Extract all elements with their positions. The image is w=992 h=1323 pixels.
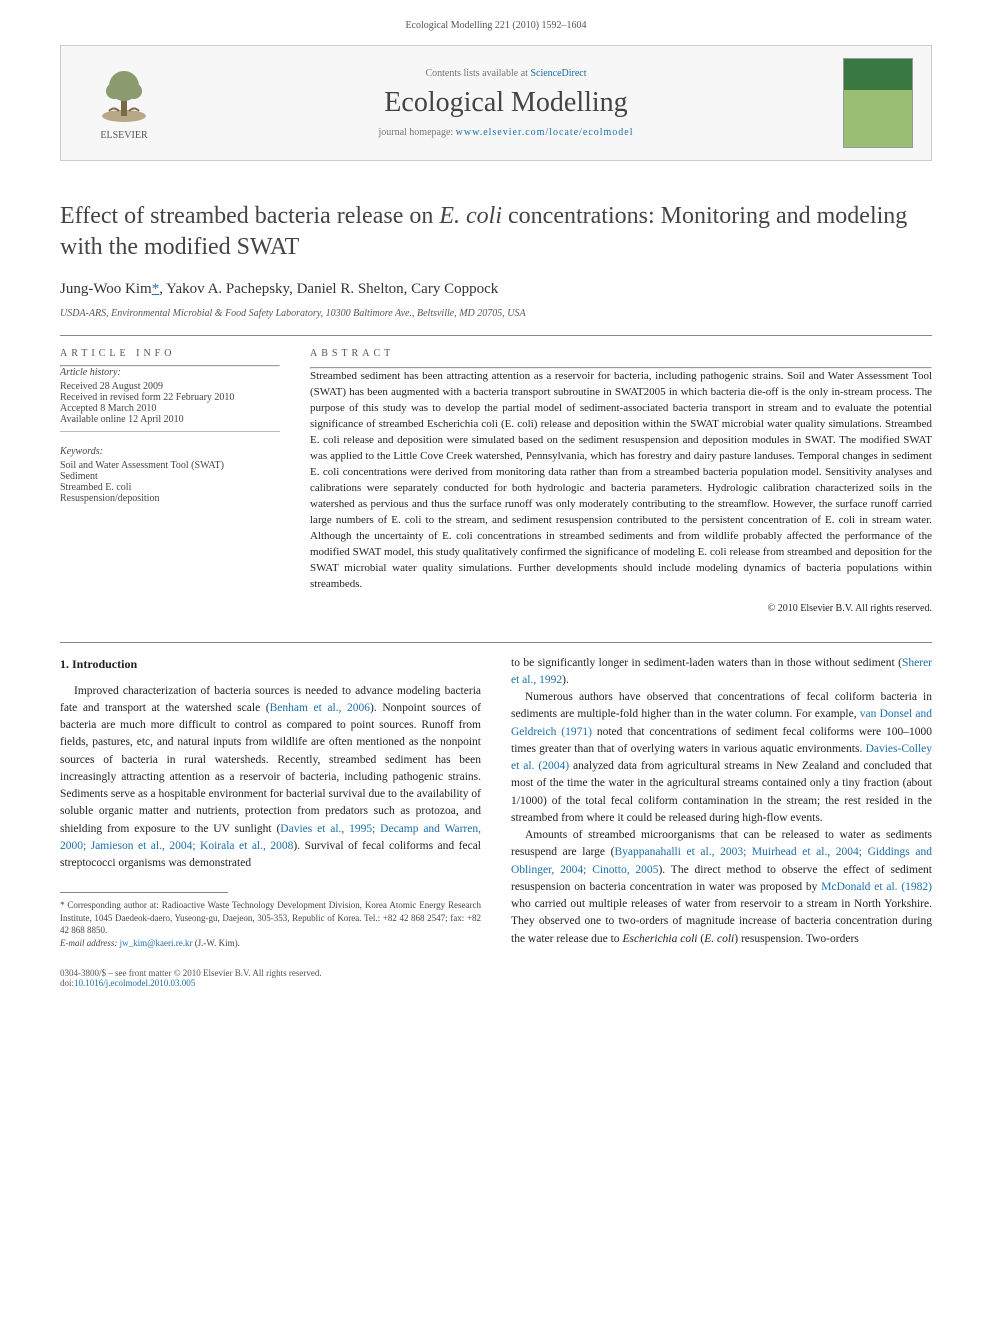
body-paragraph: Amounts of streambed microorganisms that… bbox=[511, 827, 932, 948]
email-link[interactable]: jw_kim@kaeri.re.kr bbox=[120, 938, 193, 948]
body-paragraph: Improved characterization of bacteria so… bbox=[60, 683, 481, 873]
authors-rest: , Yakov A. Pachepsky, Daniel R. Shelton,… bbox=[159, 281, 498, 297]
body-text: ). Nonpoint sources of bacteria are much… bbox=[60, 702, 481, 835]
article-history-group: Article history: Received 28 August 2009… bbox=[60, 367, 280, 432]
footnote-rule bbox=[60, 892, 228, 893]
keywords-group: Keywords: Soil and Water Assessment Tool… bbox=[60, 446, 280, 504]
article-info-heading: article info bbox=[60, 348, 280, 359]
history-line: Received 28 August 2009 bbox=[60, 381, 280, 392]
footer-doi-line: doi:10.1016/j.ecolmodel.2010.03.005 bbox=[60, 978, 322, 988]
body-text: ) resuspension. Two-orders bbox=[734, 933, 859, 945]
citation-link[interactable]: Benham et al., 2006 bbox=[270, 702, 370, 714]
title-italic: E. coli bbox=[439, 203, 502, 229]
article-title: Effect of streambed bacteria release on … bbox=[60, 201, 932, 263]
doi-prefix: doi: bbox=[60, 978, 74, 988]
footer-copyright: 0304-3800/$ – see front matter © 2010 El… bbox=[60, 968, 322, 978]
header-center: Contents lists available at ScienceDirec… bbox=[169, 68, 843, 138]
corresponding-author-footnote: * Corresponding author at: Radioactive W… bbox=[60, 899, 481, 949]
elsevier-tree-icon bbox=[94, 66, 154, 126]
body-text: analyzed data from agricultural streams … bbox=[511, 760, 932, 824]
author-primary: Jung-Woo Kim bbox=[60, 281, 152, 297]
keyword: Sediment bbox=[60, 471, 280, 482]
body-column-left: 1. Introduction Improved characterizatio… bbox=[60, 655, 481, 950]
contents-line: Contents lists available at ScienceDirec… bbox=[169, 68, 843, 79]
history-line: Available online 12 April 2010 bbox=[60, 414, 280, 425]
contents-prefix: Contents lists available at bbox=[425, 68, 530, 79]
page-footer: 0304-3800/$ – see front matter © 2010 El… bbox=[60, 968, 932, 988]
abstract-column: abstract Streambed sediment has been att… bbox=[310, 348, 932, 613]
running-head: Ecological Modelling 221 (2010) 1592–160… bbox=[60, 20, 932, 31]
body-columns: 1. Introduction Improved characterizatio… bbox=[60, 655, 932, 950]
keywords-label: Keywords: bbox=[60, 446, 280, 457]
homepage-prefix: journal homepage: bbox=[378, 127, 455, 138]
doi-link[interactable]: 10.1016/j.ecolmodel.2010.03.005 bbox=[74, 978, 195, 988]
publisher-label: ELSEVIER bbox=[100, 130, 147, 141]
body-italic: E. coli bbox=[704, 933, 734, 945]
body-column-right: to be significantly longer in sediment-l… bbox=[511, 655, 932, 950]
homepage-link[interactable]: www.elsevier.com/locate/ecolmodel bbox=[456, 127, 634, 138]
history-line: Received in revised form 22 February 201… bbox=[60, 392, 280, 403]
body-paragraph: to be significantly longer in sediment-l… bbox=[511, 655, 932, 690]
keyword: Resuspension/deposition bbox=[60, 493, 280, 504]
affiliation: USDA-ARS, Environmental Microbial & Food… bbox=[60, 308, 932, 319]
journal-cover-thumbnail bbox=[843, 58, 913, 148]
title-part-1: Effect of streambed bacteria release on bbox=[60, 203, 439, 229]
journal-header: ELSEVIER Contents lists available at Sci… bbox=[60, 45, 932, 161]
article-info-column: article info Article history: Received 2… bbox=[60, 348, 280, 613]
divider-rule bbox=[60, 335, 932, 336]
email-label: E-mail address: bbox=[60, 938, 120, 948]
citation-link[interactable]: McDonald et al. (1982) bbox=[821, 881, 932, 893]
authors-line: Jung-Woo Kim*, Yakov A. Pachepsky, Danie… bbox=[60, 281, 932, 298]
info-abstract-row: article info Article history: Received 2… bbox=[60, 348, 932, 613]
footer-left: 0304-3800/$ – see front matter © 2010 El… bbox=[60, 968, 322, 988]
body-text: ). bbox=[562, 674, 569, 686]
keyword: Soil and Water Assessment Tool (SWAT) bbox=[60, 460, 280, 471]
journal-name: Ecological Modelling bbox=[169, 87, 843, 119]
section-heading: 1. Introduction bbox=[60, 655, 481, 673]
abstract-text: Streambed sediment has been attracting a… bbox=[310, 369, 932, 592]
keyword: Streambed E. coli bbox=[60, 482, 280, 493]
article-history-label: Article history: bbox=[60, 367, 280, 378]
footnote-text: * Corresponding author at: Radioactive W… bbox=[60, 899, 481, 937]
sciencedirect-link[interactable]: ScienceDirect bbox=[530, 68, 586, 79]
homepage-line: journal homepage: www.elsevier.com/locat… bbox=[169, 127, 843, 138]
email-tail: (J.-W. Kim). bbox=[192, 938, 239, 948]
body-text: to be significantly longer in sediment-l… bbox=[511, 657, 902, 669]
history-line: Accepted 8 March 2010 bbox=[60, 403, 280, 414]
footnote-email-line: E-mail address: jw_kim@kaeri.re.kr (J.-W… bbox=[60, 937, 481, 950]
body-paragraph: Numerous authors have observed that conc… bbox=[511, 689, 932, 827]
abstract-heading: abstract bbox=[310, 348, 932, 359]
body-italic: Escherichia coli bbox=[622, 933, 697, 945]
abstract-copyright: © 2010 Elsevier B.V. All rights reserved… bbox=[310, 603, 932, 614]
divider-rule bbox=[60, 642, 932, 643]
publisher-block: ELSEVIER bbox=[79, 66, 169, 141]
